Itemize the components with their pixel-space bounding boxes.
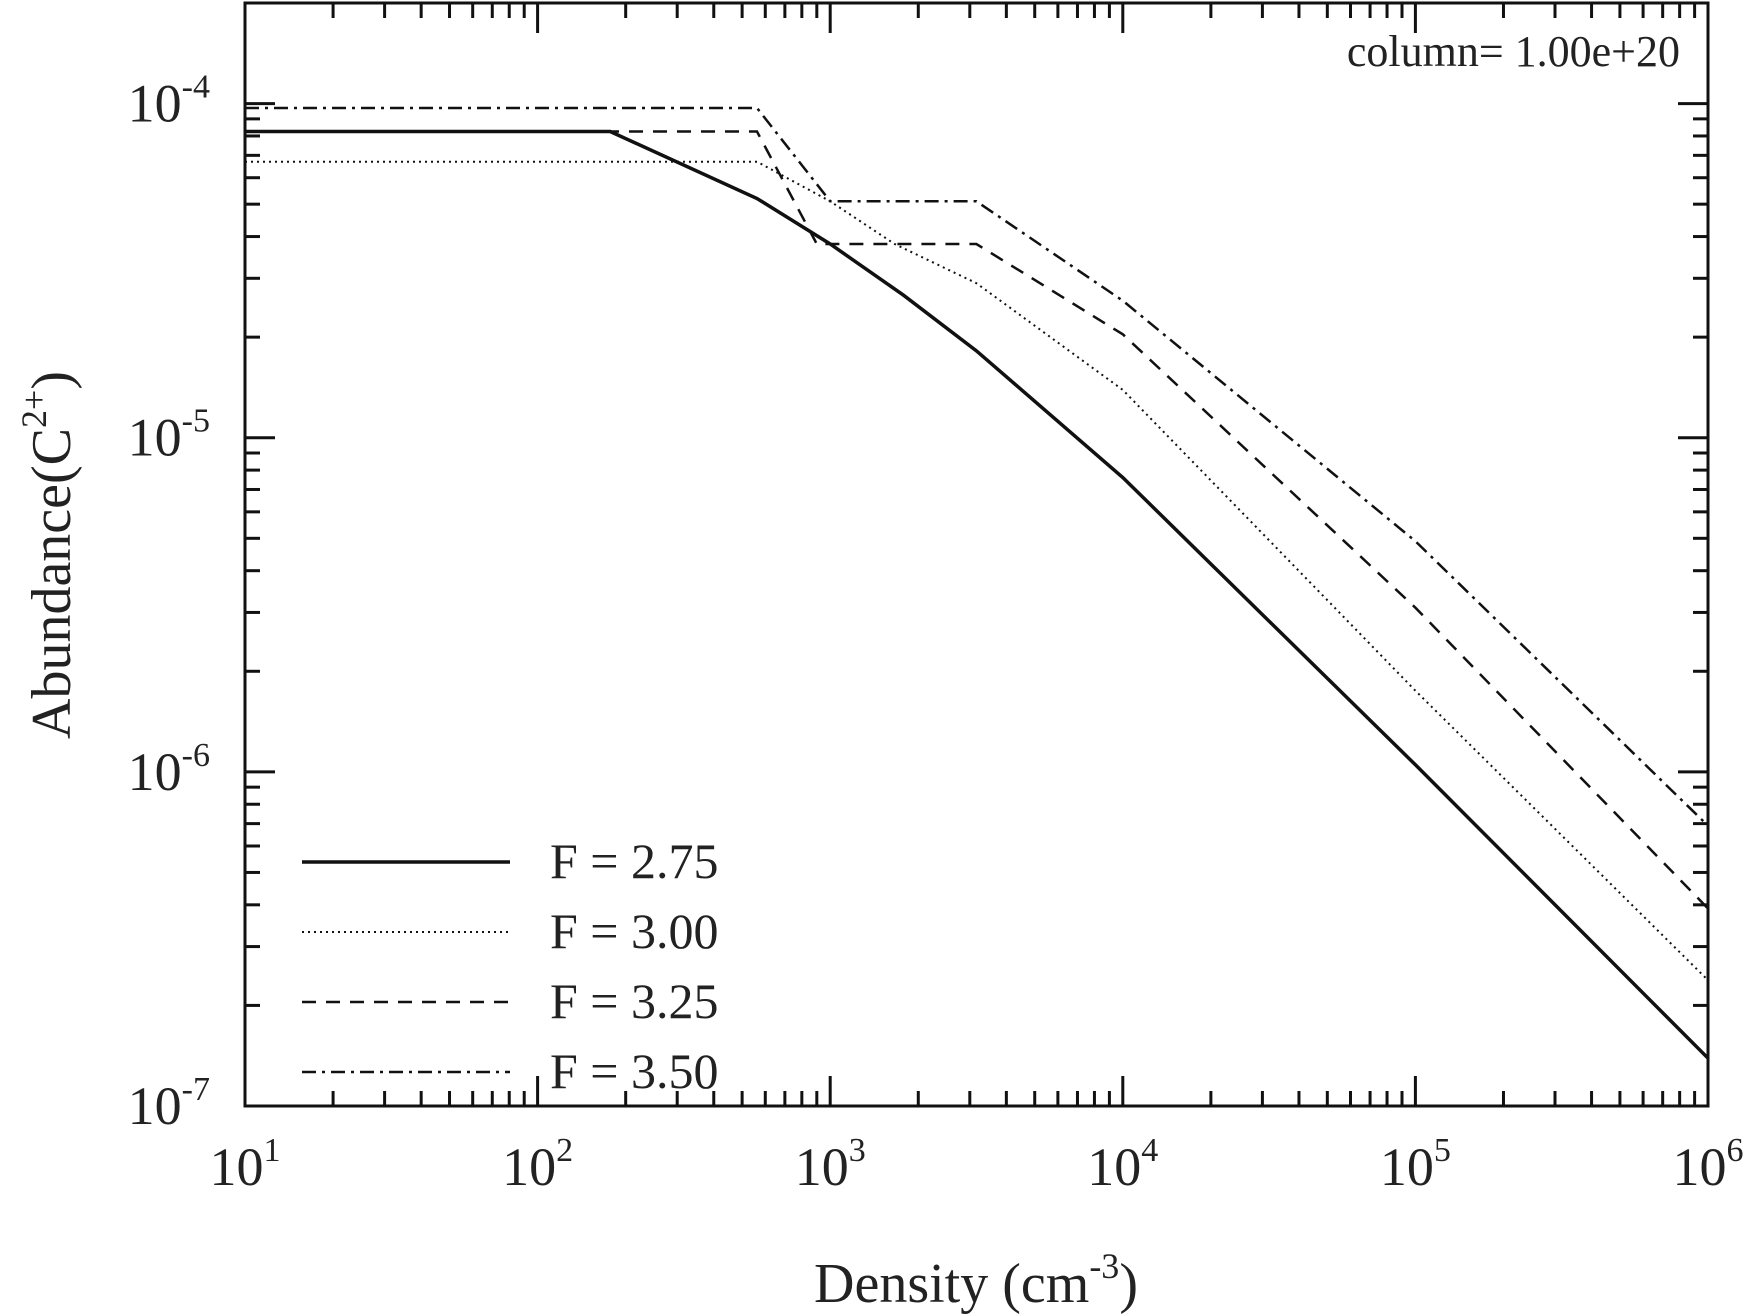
series-line-2 [245,160,1709,981]
x-tick-label: 102 [502,1132,573,1197]
x-tick-label: 105 [1380,1132,1451,1197]
legend-label-2: F = 3.00 [550,903,719,959]
x-tick-label: 103 [795,1132,866,1197]
y-tick-label: 10-7 [128,1071,210,1136]
x-tick-label: 101 [210,1132,281,1197]
y-tick-label: 10-5 [128,403,210,468]
legend-label-3: F = 3.25 [550,973,719,1029]
x-axis-label: Density (cm-3) [814,1246,1138,1315]
plot-frame [243,1,1710,1108]
annotation: column= 1.00e+20 [1347,27,1680,76]
legend-label-1: F = 2.75 [550,833,719,889]
series-line-3 [245,130,1709,910]
y-tick-label: 10-6 [128,737,210,802]
series-line-1 [245,129,1710,1060]
y-tick-label: 10-4 [128,69,210,134]
legend-label-4: F = 3.50 [550,1043,719,1099]
x-tick-label: 104 [1087,1132,1158,1197]
series-line-4 [245,106,1709,827]
x-tick-label: 106 [1673,1132,1744,1197]
y-axis-label: Abundance(C2+) [14,371,83,739]
